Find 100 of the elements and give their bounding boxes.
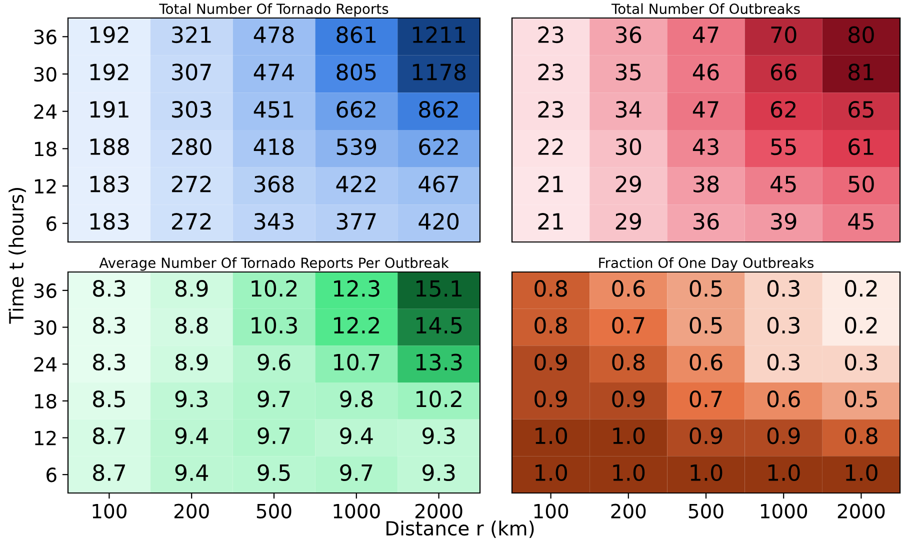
data-label: 0.5	[844, 390, 877, 408]
data-label: 0.8	[534, 316, 567, 334]
x-tick-label: 100	[534, 504, 568, 518]
y-tick-label: 30	[34, 66, 56, 82]
data-label: 14.5	[416, 317, 462, 334]
chart-title: Fraction Of One Day Outbreaks	[599, 257, 814, 271]
data-label: 9.4	[340, 427, 373, 444]
x-tick-label: 1000	[334, 504, 380, 518]
data-label: 9.3	[422, 464, 455, 482]
data-label: 377	[336, 212, 376, 230]
data-label: 8.9	[175, 354, 208, 371]
y-tick-label: 6	[46, 216, 56, 231]
data-label: 272	[172, 176, 211, 192]
data-label: 21	[538, 212, 563, 230]
data-label: 12.2	[334, 316, 379, 334]
data-label: 280	[172, 138, 212, 156]
data-label: 9.4	[175, 464, 208, 482]
data-label: 1.0	[846, 464, 878, 482]
data-label: 10.3	[252, 316, 297, 334]
data-label: 10.2	[252, 280, 297, 297]
y-tick-label: 30	[34, 320, 56, 335]
data-label: 0.8	[612, 354, 645, 371]
data-label: 0.9	[612, 390, 645, 408]
data-label: 1.0	[768, 464, 800, 482]
data-label: 0.9	[534, 354, 567, 371]
data-label: 34	[616, 100, 642, 118]
data-label: 539	[336, 138, 376, 156]
y-axis-title: Time t (hours)	[8, 188, 26, 324]
data-label: 1.0	[690, 464, 722, 482]
data-label: 321	[172, 26, 211, 44]
y-tick-label: 24	[34, 104, 56, 119]
data-label: 622	[419, 138, 458, 156]
data-label: 1211	[412, 26, 466, 43]
data-label: 478	[254, 26, 294, 44]
y-tick-label: 36	[34, 283, 56, 298]
data-label: 183	[90, 212, 129, 230]
data-label: 183	[90, 176, 129, 192]
data-label: 8.7	[93, 427, 125, 444]
data-label: 47	[692, 101, 718, 118]
data-label: 36	[616, 26, 642, 44]
x-tick-label: 500	[688, 504, 724, 518]
data-label: 8.8	[175, 316, 208, 334]
data-label: 272	[172, 212, 211, 230]
data-label: 188	[90, 138, 129, 156]
data-label: 662	[336, 100, 376, 118]
data-label: 50	[848, 176, 874, 192]
data-label: 9.4	[175, 427, 208, 444]
data-label: 368	[254, 176, 294, 192]
data-label: 9.8	[340, 390, 373, 408]
data-label: 9.5	[258, 464, 290, 482]
x-tick-label: 200	[174, 504, 209, 518]
data-label: 81	[848, 64, 874, 80]
data-label: 303	[172, 100, 212, 118]
data-label: 9.7	[340, 464, 372, 482]
data-label: 0.2	[844, 280, 877, 297]
data-label: 8.3	[93, 280, 126, 297]
data-label: 307	[172, 64, 211, 80]
x-tick-label: 1000	[760, 504, 808, 518]
data-label: 467	[418, 176, 458, 192]
data-label: 29	[616, 212, 641, 230]
chart-title: Average Number Of Tornado Reports Per Outbreak	[99, 257, 449, 271]
data-label: 45	[848, 213, 874, 230]
y-tick-label: 12	[34, 178, 56, 194]
data-label: 15.1	[416, 280, 462, 297]
x-tick-label: 500	[256, 504, 292, 518]
y-tick-label: 18	[34, 142, 56, 156]
data-label: 1.0	[536, 427, 567, 444]
data-label: 23	[538, 100, 564, 118]
data-label: 8.5	[93, 390, 125, 408]
data-label: 1.0	[613, 464, 645, 482]
data-label: 1178	[412, 64, 466, 80]
data-label: 8.9	[175, 280, 208, 297]
data-label: 418	[254, 138, 294, 156]
data-label: 1.0	[536, 464, 567, 482]
data-label: 38	[694, 176, 719, 192]
data-label: 21	[538, 176, 563, 192]
data-label: 1.0	[613, 427, 645, 444]
data-label: 39	[771, 212, 796, 230]
data-label: 12.3	[334, 280, 380, 297]
data-label: 61	[848, 138, 874, 156]
y-tick-label: 36	[34, 30, 56, 44]
x-tick-label: 2000	[415, 504, 462, 518]
data-label: 46	[692, 64, 719, 80]
data-label: 29	[616, 176, 641, 192]
x-tick-label: 100	[92, 504, 126, 518]
data-label: 0.6	[690, 354, 722, 371]
data-label: 0.9	[690, 427, 722, 444]
data-label: 0.2	[844, 316, 877, 334]
data-label: 8.3	[93, 316, 126, 334]
chart-title: Total Number Of Outbreaks	[611, 3, 800, 14]
data-label: 55	[771, 138, 796, 156]
data-label: 422	[336, 176, 376, 192]
data-label: 0.5	[690, 316, 722, 334]
data-label: 0.3	[767, 280, 800, 297]
data-label: 805	[336, 64, 376, 80]
y-tick-label: 24	[34, 357, 56, 372]
data-label: 0.9	[767, 427, 800, 444]
data-label: 43	[692, 138, 718, 156]
data-label: 0.3	[767, 354, 800, 371]
data-label: 8.7	[93, 464, 125, 482]
